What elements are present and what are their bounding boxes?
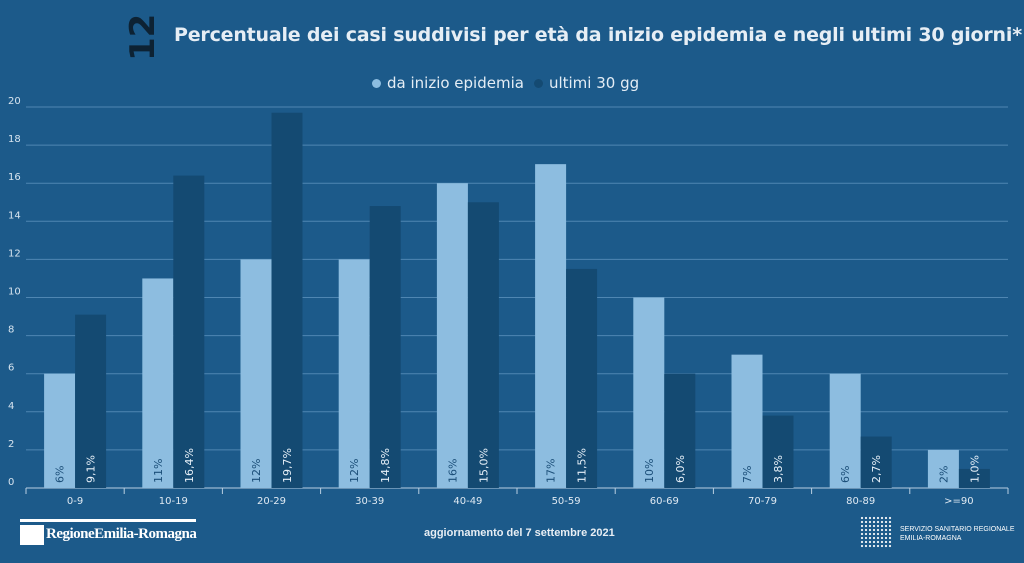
legend-item-series-2: ultimi 30 gg [533, 74, 640, 92]
regione-emilia-romagna-logo: RegioneEmilia-Romagna [20, 519, 198, 547]
y-tick-label-20: 20 [8, 96, 21, 107]
bar-series-1-20-29 [240, 259, 272, 488]
legend-item-series-1: da inizio epidemia [372, 74, 524, 92]
data-label-series-2-0-9: 9,1% [85, 455, 98, 483]
bar-series-2-20-29 [271, 112, 303, 488]
bar-series-1->=90 [927, 449, 959, 488]
bar-series-1-50-59 [535, 164, 567, 488]
x-tick-label-30-39: 30-39 [355, 496, 384, 507]
data-label-series-1-40-49: 16% [446, 459, 459, 483]
data-label-series-2-30-39: 14,8% [379, 448, 392, 483]
data-label-series-1-70-79: 7% [741, 466, 754, 483]
bar-series-2-70-79 [762, 415, 794, 488]
bar-series-2-0-9 [75, 314, 107, 488]
data-label-series-2-20-29: 19,7% [281, 448, 294, 483]
data-label-series-1-80-89: 6% [839, 466, 852, 483]
data-label-series-2-70-79: 3,8% [772, 455, 785, 483]
legend-swatch-series-2 [533, 78, 543, 88]
x-tick-label-0-9: 0-9 [67, 496, 83, 507]
dots-icon [860, 516, 892, 548]
data-label-series-1-0-9: 6% [54, 466, 67, 483]
logo-bar [20, 519, 196, 522]
bar-series-1-40-49 [436, 183, 468, 488]
y-tick-label-2: 2 [8, 439, 14, 450]
bar-series-2-10-19 [173, 175, 205, 488]
data-label-series-2->=90: 1,0% [968, 455, 981, 483]
update-note: aggiornamento del 7 settembre 2021 [424, 527, 615, 539]
legend-swatch-series-1 [372, 78, 381, 88]
bar-series-2-50-59 [566, 268, 598, 488]
y-tick-label-18: 18 [8, 134, 21, 145]
data-label-series-1-10-19: 11% [152, 459, 165, 483]
bar-series-1-0-9 [44, 373, 76, 488]
data-label-series-1-50-59: 17% [545, 459, 558, 483]
ssr-logo-text: SERVIZIO SANITARIO REGIONALE EMILIA-ROMA… [900, 525, 1015, 543]
x-tick-label-80-89: 80-89 [846, 496, 875, 507]
chart-legend: da inizio epidemia ultimi 30 gg [372, 72, 639, 94]
servizio-sanitario-logo: SERVIZIO SANITARIO REGIONALE EMILIA-ROMA… [860, 516, 1015, 550]
bar-series-2-60-69 [664, 373, 696, 488]
logo-text: RegioneEmilia-Romagna [46, 526, 197, 542]
data-label-series-1-60-69: 10% [643, 459, 656, 483]
bar-series-1-10-19 [142, 278, 174, 488]
data-label-series-1->=90: 2% [937, 466, 950, 483]
chart-title: Percentuale dei casi suddivisi per età d… [174, 24, 1022, 46]
y-tick-label-6: 6 [8, 363, 14, 374]
legend-label-series-2: ultimi 30 gg [548, 74, 640, 92]
y-tick-label-14: 14 [8, 210, 21, 221]
data-label-series-2-80-89: 2,7% [870, 455, 883, 483]
y-tick-label-4: 4 [8, 401, 14, 412]
x-tick-label->=90: >=90 [944, 496, 973, 507]
data-label-series-2-10-19: 16,4% [183, 448, 196, 483]
x-tick-label-20-29: 20-29 [257, 496, 286, 507]
y-tick-label-0: 0 [8, 477, 14, 488]
bar-series-2->=90 [958, 468, 990, 488]
data-label-series-1-30-39: 12% [348, 459, 361, 483]
bar-series-1-60-69 [633, 297, 665, 488]
logo-square [20, 525, 44, 545]
data-label-series-2-60-69: 6,0% [674, 455, 687, 483]
y-tick-label-16: 16 [8, 172, 21, 183]
data-label-series-2-50-59: 11,5% [576, 448, 589, 483]
bar-series-1-80-89 [829, 373, 861, 488]
y-tick-label-10: 10 [8, 287, 21, 298]
ssr-logo-line-1: SERVIZIO SANITARIO REGIONALE [900, 526, 1015, 533]
data-label-series-2-40-49: 15,0% [477, 448, 490, 483]
x-tick-label-50-59: 50-59 [552, 496, 581, 507]
data-label-series-1-20-29: 12% [250, 459, 263, 483]
legend-label-series-1: da inizio epidemia [387, 74, 524, 92]
bar-series-2-30-39 [369, 206, 401, 488]
bar-series-1-30-39 [338, 259, 370, 488]
bar-series-2-40-49 [467, 202, 499, 488]
ssr-logo-line-2: EMILIA-ROMAGNA [900, 535, 962, 542]
x-tick-label-40-49: 40-49 [453, 496, 482, 507]
y-tick-label-8: 8 [8, 325, 14, 336]
x-tick-label-70-79: 70-79 [748, 496, 777, 507]
bar-series-2-80-89 [860, 436, 892, 488]
x-tick-label-60-69: 60-69 [650, 496, 679, 507]
y-tick-label-12: 12 [8, 248, 21, 259]
bar-series-1-70-79 [731, 354, 763, 488]
x-tick-label-10-19: 10-19 [159, 496, 188, 507]
